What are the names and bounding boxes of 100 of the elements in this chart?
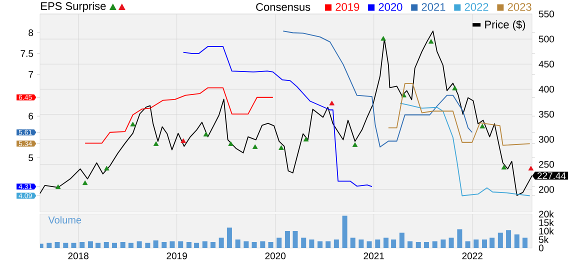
point — [153, 141, 159, 146]
point — [352, 142, 358, 147]
point — [55, 184, 61, 190]
point — [452, 86, 458, 90]
bar — [408, 241, 413, 248]
bar — [260, 241, 266, 248]
legend-label: 2019 — [336, 3, 360, 11]
y2-tick-label: 15k — [539, 219, 554, 226]
y-tick-label: 6 — [28, 112, 34, 120]
point — [528, 166, 534, 170]
bar — [334, 240, 339, 248]
x-tick-label: 2019 — [166, 252, 187, 260]
bar — [292, 231, 298, 248]
bar — [162, 242, 167, 248]
bar — [170, 241, 175, 248]
line-series — [282, 30, 473, 148]
bar — [120, 242, 126, 248]
bar — [218, 238, 224, 248]
bar — [440, 240, 446, 248]
y2-tick-label: 300 — [538, 136, 554, 143]
legend-label: 2023 — [508, 3, 532, 11]
y2-tick-label: 250 — [539, 161, 554, 168]
bar — [145, 242, 150, 248]
bar — [301, 238, 306, 248]
y2-tick-label: 550 — [538, 10, 554, 18]
bar — [448, 238, 454, 248]
line-series — [388, 83, 530, 146]
legend-label: 2020 — [378, 3, 402, 11]
bar — [514, 234, 520, 248]
bar — [54, 242, 60, 248]
point — [329, 100, 334, 106]
bar — [424, 242, 429, 248]
y2-axis-title: Volume — [48, 216, 82, 224]
bar — [178, 241, 184, 248]
point — [82, 180, 88, 186]
point — [278, 145, 284, 150]
y-tick-label: 8 — [28, 29, 34, 36]
point — [104, 166, 110, 170]
bar — [399, 232, 404, 248]
bar — [506, 230, 512, 248]
bar — [375, 240, 380, 248]
legend-label: 2022 — [464, 3, 488, 11]
bar — [358, 240, 364, 248]
y-tick-label: 5 — [28, 154, 34, 162]
bar — [522, 238, 528, 248]
y-tick-label: 7.5 — [20, 50, 34, 57]
bar — [226, 228, 232, 248]
point — [480, 124, 485, 128]
bar — [416, 242, 421, 248]
bar — [366, 241, 372, 248]
bar — [384, 238, 389, 248]
bar — [252, 242, 257, 248]
bar — [128, 242, 134, 248]
x-tick-label: 2022 — [462, 252, 482, 260]
bar — [96, 242, 101, 248]
y-axis-title: EPS Surprise — [41, 2, 106, 12]
legend-label: Price ($) — [485, 20, 526, 31]
bar — [482, 240, 488, 248]
point — [203, 132, 209, 136]
bar — [136, 241, 142, 248]
bar — [63, 242, 68, 248]
bar — [80, 242, 85, 248]
bar — [71, 242, 76, 248]
y2-tick-label: 500 — [538, 36, 554, 42]
point — [180, 138, 186, 143]
bar — [153, 240, 158, 248]
x-tick-label: 2021 — [364, 252, 384, 260]
bar — [309, 240, 314, 248]
bar — [276, 238, 282, 248]
y2-tick-label: 10k — [539, 228, 554, 234]
y2-tick-label: 350 — [538, 110, 554, 118]
y2-tick-label: 400 — [538, 86, 554, 93]
line-series — [400, 102, 530, 196]
bar — [202, 241, 208, 248]
bar — [391, 240, 396, 248]
bar — [326, 241, 331, 248]
point — [252, 144, 258, 149]
bar — [46, 242, 52, 248]
y2-tick-label: 5k — [538, 236, 549, 243]
bar — [104, 242, 109, 248]
bar — [244, 241, 249, 248]
data-label: 227.44 — [537, 172, 566, 180]
point — [380, 36, 386, 41]
x-tick-label: 2020 — [265, 252, 286, 260]
bar — [474, 240, 479, 248]
y2-tick-label: 450 — [538, 60, 554, 68]
point — [228, 141, 234, 146]
point — [303, 136, 309, 142]
legend-title: Consensus — [256, 3, 310, 11]
bar — [350, 238, 356, 248]
point — [428, 39, 434, 44]
point — [501, 164, 507, 170]
bar — [186, 242, 192, 248]
bar — [498, 232, 503, 248]
x-tick-label: 2018 — [68, 252, 88, 260]
bar — [490, 238, 495, 248]
bar — [235, 240, 240, 248]
line-series — [84, 87, 274, 144]
y2-tick-label: 20k — [539, 210, 554, 218]
point — [130, 122, 136, 126]
